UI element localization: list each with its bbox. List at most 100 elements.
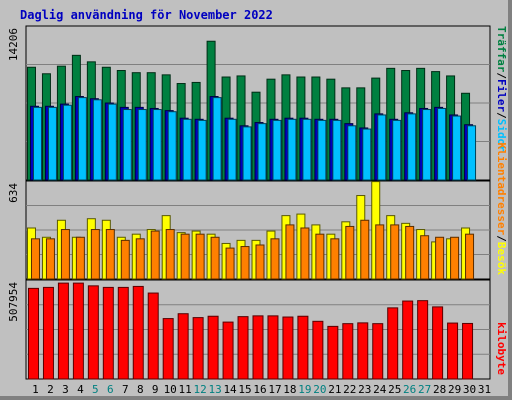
bar-top-17 [272, 119, 282, 181]
legend-item: / [495, 112, 508, 119]
bar-top-30 [467, 125, 477, 181]
bar-bottom-24 [372, 323, 384, 380]
bar-middle-19 [300, 227, 310, 280]
x-tick-label: 27 [418, 383, 431, 396]
x-tick-label: 31 [478, 383, 491, 396]
legend-item: Klientadresser [495, 143, 508, 236]
legend-bottom: kilobyte [495, 322, 508, 375]
bar-middle-5 [90, 229, 100, 280]
bar-top-9 [152, 109, 162, 181]
bar-top-27 [422, 109, 432, 181]
bar-top-21 [332, 119, 342, 181]
x-tick-label: 7 [122, 383, 129, 396]
bar-bottom-8 [132, 285, 144, 380]
bar-middle-8 [135, 238, 145, 280]
bar-top-19 [302, 118, 312, 181]
legend-item: / [495, 72, 508, 79]
x-tick-label: 20 [313, 383, 326, 396]
panel-middle: 634 Klientadresser/Besök [7, 143, 508, 280]
x-tick-label: 19 [298, 383, 311, 396]
bar-top-11 [182, 118, 192, 181]
bar-bottom-27 [417, 300, 429, 380]
x-tick-label: 26 [403, 383, 416, 396]
bar-bottom-10 [162, 318, 174, 380]
bar-top-6 [107, 103, 117, 181]
bar-middle-13 [210, 236, 220, 280]
x-tick-label: 29 [448, 383, 461, 396]
x-tick-label: 6 [107, 383, 114, 396]
bar-top-29 [452, 115, 462, 181]
legend-middle: Klientadresser/Besök [495, 143, 508, 276]
bar-middle-2 [45, 238, 55, 280]
bar-middle-24 [375, 224, 385, 280]
bar-bottom-1 [27, 287, 39, 380]
x-tick-label: 28 [433, 383, 446, 396]
x-tick-label: 23 [358, 383, 371, 396]
bar-middle-26 [405, 225, 415, 280]
x-tick-label: 25 [388, 383, 401, 396]
x-tick-label: 24 [373, 383, 387, 396]
bar-bottom-5 [87, 285, 99, 380]
bar-top-10 [167, 111, 177, 181]
x-tick-label: 17 [268, 383, 281, 396]
x-tick-label: 13 [208, 383, 221, 396]
x-tick-label: 11 [179, 383, 192, 396]
bar-bottom-23 [357, 322, 369, 380]
bar-top-16 [257, 123, 267, 181]
bar-middle-3 [60, 229, 70, 280]
bar-middle-29 [450, 236, 460, 280]
x-tick-label: 8 [137, 383, 144, 396]
bar-top-18 [287, 118, 297, 181]
bar-bottom-16 [252, 315, 264, 380]
bar-bottom-21 [327, 325, 339, 380]
bar-bottom-9 [147, 292, 159, 380]
y-max-label: 634 [7, 183, 20, 203]
bar-bottom-28 [432, 306, 444, 380]
bar-middle-21 [330, 238, 340, 280]
x-tick-label: 10 [164, 383, 177, 396]
x-tick-label: 14 [223, 383, 237, 396]
bar-top-7 [122, 109, 132, 181]
bar-middle-16 [255, 244, 265, 280]
x-tick-label: 12 [194, 383, 207, 396]
bar-bottom-26 [402, 300, 414, 380]
x-tick-label: 16 [253, 383, 266, 396]
bar-middle-15 [240, 246, 250, 280]
bar-middle-28 [435, 236, 445, 280]
bar-middle-9 [150, 230, 160, 280]
bar-top-20 [317, 119, 327, 181]
bar-bottom-25 [387, 307, 399, 380]
bar-bottom-14 [222, 321, 234, 380]
bar-middle-14 [225, 247, 235, 280]
legend-item: Sidor [495, 119, 508, 152]
bar-bottom-17 [267, 315, 279, 380]
bar-bottom-22 [342, 323, 354, 380]
y-max-label: 507954 [7, 282, 20, 322]
bar-top-15 [242, 126, 252, 181]
bar-bottom-29 [447, 322, 459, 380]
chart-title: Daglig användning för November 2022 [20, 8, 273, 22]
bar-top-22 [347, 125, 357, 181]
x-axis: 1 2 3 4 5 6 7 8 9 10 11 12 13 14 15 16 17 18 19 20 21 22 23 24 2… [32, 383, 491, 396]
bar-middle-1 [30, 238, 40, 280]
x-tick-label: 22 [343, 383, 356, 396]
bar-top-12 [197, 119, 207, 181]
bar-middle-25 [390, 224, 400, 280]
bar-bottom-12 [192, 317, 204, 380]
bar-top-14 [227, 118, 237, 181]
bar-top-4 [77, 97, 87, 181]
bar-middle-10 [165, 229, 175, 280]
bar-middle-17 [270, 238, 280, 280]
bar-bottom-13 [207, 315, 219, 380]
bar-top-23 [362, 128, 372, 181]
panel-top: 14206 Träffar/Filer/Sidor [7, 25, 508, 181]
y-max-label: 14206 [7, 28, 20, 61]
bar-top-5 [92, 99, 102, 181]
legend-item: / [495, 235, 508, 242]
bar-bottom-20 [312, 320, 324, 380]
legend-top: Träffar/Filer/Sidor [495, 26, 508, 152]
bar-bottom-2 [42, 286, 54, 380]
bar-middle-11 [180, 233, 190, 280]
legend-item: Besök [495, 242, 508, 275]
